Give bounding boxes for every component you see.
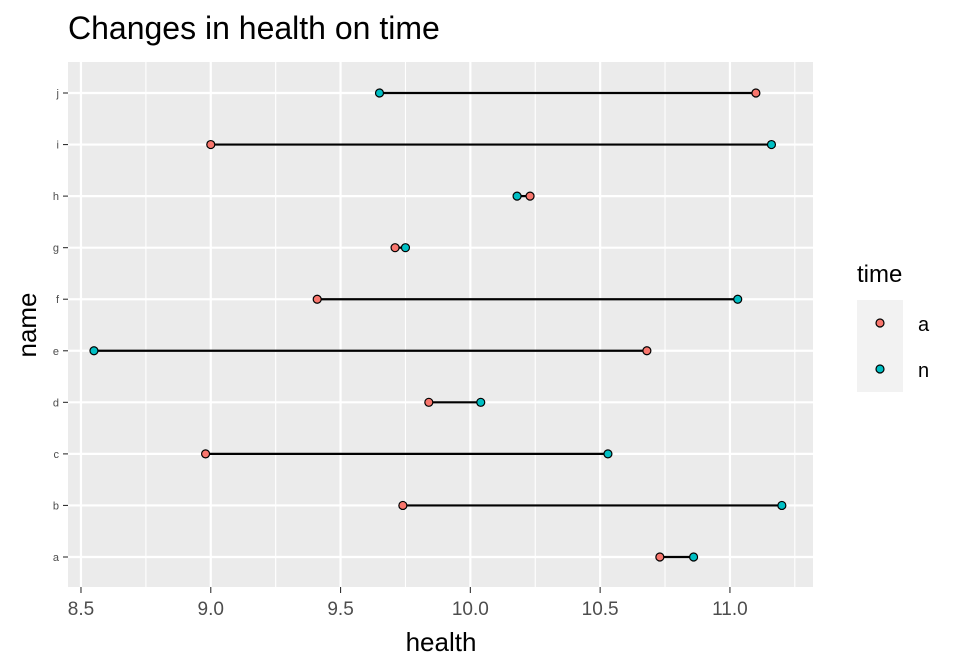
x-tick-label: 10.0	[452, 599, 489, 620]
point-n-i	[766, 139, 777, 150]
point-n-h	[512, 191, 522, 201]
y-tick-label: i	[57, 140, 59, 152]
legend-label-n: n	[918, 360, 929, 382]
point-a-e	[642, 346, 652, 356]
point-a-f	[312, 294, 322, 304]
point-a-c	[200, 449, 211, 459]
legend-items: an	[875, 314, 930, 382]
point-a-g	[390, 243, 400, 253]
y-tick-label: b	[53, 500, 59, 512]
point-n-e	[89, 346, 99, 356]
point-n-b	[777, 500, 787, 511]
point-n-j	[374, 88, 385, 98]
legend-key-n	[875, 364, 885, 374]
point-a-a	[655, 552, 665, 562]
x-tick-label: 9.5	[327, 599, 353, 620]
y-tick-label: j	[56, 88, 59, 100]
legend-title: time	[857, 261, 902, 288]
x-tick-label: 9.0	[198, 599, 224, 620]
point-n-d	[476, 397, 486, 407]
point-n-c	[603, 449, 613, 459]
legend: time an	[857, 261, 930, 392]
y-tick-label: f	[56, 294, 60, 306]
data-points	[89, 88, 787, 562]
point-a-i	[206, 139, 216, 150]
plot-panel	[68, 62, 813, 587]
point-n-f	[733, 294, 743, 304]
dumbbell-segments	[93, 91, 782, 559]
y-tick-label: d	[53, 397, 59, 409]
legend-key-background	[857, 300, 903, 392]
point-n-g	[400, 243, 411, 253]
chart-title: Changes in health on time	[68, 10, 440, 46]
point-a-d	[424, 397, 434, 407]
y-tick-label: e	[53, 346, 59, 358]
x-axis-ticks: 8.5 9.0 9.5 10.0 10.5 11.0	[68, 587, 748, 620]
x-tick-label: 11.0	[712, 599, 748, 620]
x-tick-label: 8.5	[68, 599, 94, 620]
legend-label-a: a	[918, 314, 930, 336]
y-tick-label: g	[53, 243, 59, 255]
point-n-a	[688, 552, 699, 562]
y-tick-label: a	[53, 552, 60, 564]
y-axis-ticks: a b c d e f g h i j	[53, 88, 68, 564]
x-tick-label: 10.5	[582, 599, 619, 620]
y-tick-label: c	[54, 449, 60, 461]
point-a-j	[751, 88, 761, 98]
minor-gridlines	[145, 62, 796, 587]
legend-key-a	[875, 318, 885, 328]
point-a-b	[398, 500, 408, 511]
y-tick-label: h	[53, 191, 59, 203]
x-axis-title: health	[406, 627, 477, 657]
point-a-h	[525, 191, 535, 201]
y-axis-title: name	[12, 292, 42, 357]
